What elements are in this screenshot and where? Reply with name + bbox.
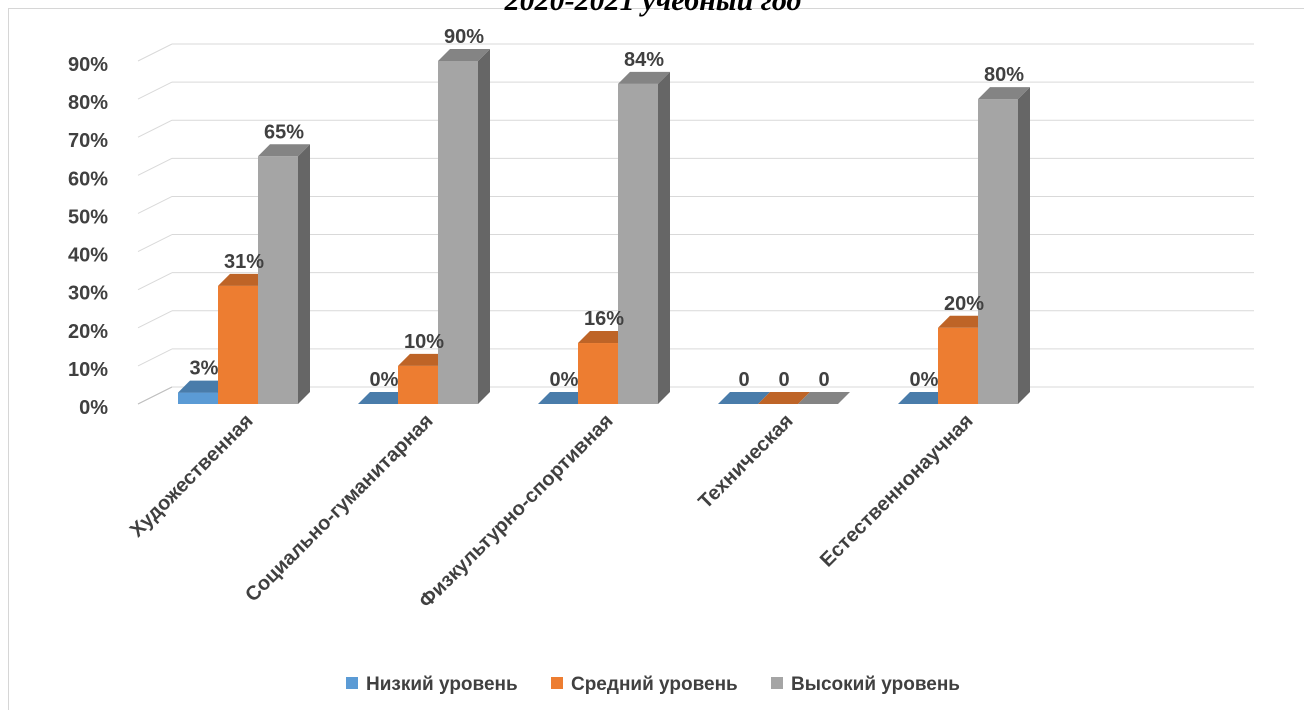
bar-top: [718, 392, 770, 404]
data-label: 16%: [584, 308, 624, 330]
data-label: 20%: [944, 293, 984, 315]
gridline-diagonal: [137, 157, 173, 176]
bar-top: [798, 392, 850, 404]
y-tick-label: 90%: [68, 54, 108, 76]
bar-top: [618, 71, 670, 84]
gridline-diagonal: [137, 81, 173, 100]
legend-item-medium[interactable]: Средний уровень: [550, 674, 738, 696]
data-label: 0: [738, 369, 749, 391]
bar-top: [938, 315, 990, 328]
bar: [938, 327, 978, 404]
data-label: 65%: [264, 121, 304, 143]
chart-frame: [8, 8, 1304, 710]
legend-label-high: Высокий уровень: [791, 674, 960, 695]
bar-side: [478, 49, 490, 404]
data-label: 0: [778, 369, 789, 391]
y-tick-label: 30%: [68, 283, 108, 305]
bar: [618, 83, 658, 404]
bar-top: [538, 392, 590, 404]
y-tick-label: 0%: [79, 397, 108, 419]
bar: [978, 99, 1018, 404]
legend-swatch-high: [771, 676, 784, 689]
gridline-diagonal: [137, 348, 173, 367]
x-axis-ticks: ХудожественнаяСоциально-гуманитарнаяФизк…: [126, 410, 978, 612]
bar-top: [758, 392, 810, 404]
y-tick-label: 20%: [68, 321, 108, 343]
y-tick-label: 80%: [68, 92, 108, 114]
legend-item-high[interactable]: Высокий уровень: [771, 674, 960, 696]
data-label: 0%: [550, 369, 579, 391]
data-label: 0: [818, 369, 829, 391]
legend-swatch-low: [346, 676, 359, 689]
x-tick-label: Социально-гуманитарная: [241, 410, 437, 606]
bar-top: [438, 49, 490, 61]
floor-edge: [137, 386, 173, 405]
y-tick-label: 40%: [68, 245, 108, 267]
y-axis-ticks: 0% 10% 20% 30% 40% 50% 60% 70% 80% 90%: [68, 54, 108, 419]
data-label: 90%: [444, 26, 484, 48]
gridline-diagonal: [137, 119, 173, 138]
bar: [578, 343, 618, 404]
bar-top: [898, 392, 950, 404]
data-label: 80%: [984, 64, 1024, 86]
legend-swatch-medium: [550, 676, 563, 689]
bar-top: [978, 87, 1030, 100]
bar-top: [258, 144, 310, 157]
gridline-diagonal: [137, 272, 173, 291]
bar: [398, 365, 438, 404]
data-labels: 3%31%65%0%10%90%0%16%84%0 0 0 0%20%80%: [190, 26, 1025, 391]
y-tick-label: 60%: [68, 168, 108, 190]
data-label: 31%: [224, 251, 264, 273]
bar-top: [578, 331, 630, 344]
bar: [218, 285, 258, 404]
bar-chart: 0%10%20%30%40%50%60%70%80%90% 3%31%65%0%…: [68, 26, 1254, 612]
gridlines: [137, 43, 1254, 405]
x-tick-label: Естественнонаучная: [816, 410, 977, 571]
bar-top: [218, 273, 270, 286]
data-label: 3%: [190, 358, 219, 380]
bar: [438, 61, 478, 404]
gridline-diagonal: [137, 195, 173, 214]
bars: [178, 49, 1030, 404]
y-tick-label: 10%: [68, 359, 108, 381]
gridline-diagonal: [137, 310, 173, 329]
y-tick-label: 70%: [68, 130, 108, 152]
bar-top: [358, 392, 410, 404]
legend-label-low: Низкий уровень: [366, 674, 518, 695]
x-tick-label: Физкультурно-спортивная: [415, 410, 617, 612]
bar: [258, 156, 298, 404]
data-label: 0%: [370, 369, 399, 391]
legend-label-medium: Средний уровень: [570, 674, 738, 695]
x-tick-label: Техническая: [694, 410, 797, 513]
x-tick-label: Художественная: [126, 410, 258, 542]
bar-top: [398, 353, 450, 366]
chart-title: 2020-2021 учебный год: [504, 0, 802, 17]
bar-side: [658, 71, 670, 404]
y-tick-label: 50%: [68, 206, 108, 228]
bar-side: [298, 144, 310, 404]
data-label: 84%: [624, 49, 664, 71]
bar-side: [1018, 87, 1030, 404]
data-label: 10%: [404, 331, 444, 353]
gridline-diagonal: [137, 234, 173, 253]
bar-top: [178, 380, 230, 393]
bar: [178, 392, 218, 404]
data-label: 0%: [910, 369, 939, 391]
legend-item-low[interactable]: Низкий уровень: [346, 674, 518, 696]
legend: Низкий уровень Средний уровень Высокий у…: [0, 674, 1306, 696]
gridline-diagonal: [137, 43, 173, 62]
